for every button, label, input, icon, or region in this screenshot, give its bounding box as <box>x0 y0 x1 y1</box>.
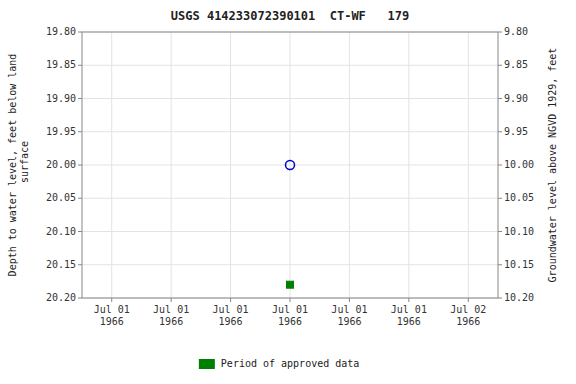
tick-label: 20.00 <box>46 159 76 170</box>
tick-label: 10.00 <box>504 159 534 170</box>
grid-line <box>230 32 231 298</box>
tick-label: 10.05 <box>504 192 534 203</box>
tick <box>498 32 502 33</box>
tick <box>78 231 82 232</box>
tick-label: Jul 021966 <box>450 304 486 327</box>
tick-label: 20.05 <box>46 192 76 203</box>
grid-line <box>408 32 409 298</box>
tick-label: 10.15 <box>504 259 534 270</box>
plot-area <box>82 32 498 298</box>
tick <box>498 98 502 99</box>
tick-label-line: Jul 01 <box>272 304 308 315</box>
tick <box>408 298 409 302</box>
tick-label: Jul 011966 <box>94 304 130 327</box>
tick-label: 19.85 <box>46 59 76 70</box>
tick <box>111 298 112 302</box>
tick-label: 19.95 <box>46 126 76 137</box>
tick-label: 20.10 <box>46 226 76 237</box>
marks <box>286 161 295 289</box>
tick-label-line: 1966 <box>159 316 183 327</box>
tick-label-line: Jul 01 <box>391 304 427 315</box>
tick-label-line: Jul 01 <box>331 304 367 315</box>
axis-label: Depth to water level, feet below land su… <box>7 54 30 277</box>
legend-label: Period of approved data <box>221 358 359 369</box>
tick-label: Jul 011966 <box>272 304 308 327</box>
tick <box>78 165 82 166</box>
tick <box>498 264 502 265</box>
tick-label-line: 1966 <box>278 316 302 327</box>
tick-label: 20.15 <box>46 259 76 270</box>
tick-label: Jul 011966 <box>153 304 189 327</box>
axis-label-line: Depth to water level, feet below land <box>7 54 18 277</box>
tick-label-line: 1966 <box>100 316 124 327</box>
grid-line <box>171 32 172 298</box>
tick-label-line: Jul 02 <box>450 304 486 315</box>
legend: Period of approved data <box>199 358 359 369</box>
tick-label: 20.20 <box>46 292 76 303</box>
grid-line <box>290 32 291 298</box>
tick-label: 19.90 <box>46 93 76 104</box>
grid-line <box>111 32 112 298</box>
tick <box>78 198 82 199</box>
tick-label-line: Jul 01 <box>213 304 249 315</box>
tick <box>468 298 469 302</box>
tick-label: 19.80 <box>46 26 76 37</box>
tick <box>78 65 82 66</box>
tick <box>498 65 502 66</box>
tick <box>290 298 291 302</box>
tick-label-line: 1966 <box>219 316 243 327</box>
point <box>286 161 295 170</box>
page: {"chart_data": { "type": "scatter", "tit… <box>0 0 576 384</box>
tick-label-line: Jul 01 <box>153 304 189 315</box>
chart: 19.80 19.85 19.90 19.95 20.00 20.05 20.10 20.15… <box>0 0 576 384</box>
legend-swatch <box>199 359 215 369</box>
tick-label: Jul 011966 <box>213 304 249 327</box>
title: USGS 414233072390101 CT-WF 179 <box>171 9 409 23</box>
tick <box>498 298 502 299</box>
tick <box>78 98 82 99</box>
grid-line <box>349 32 350 298</box>
tick <box>78 32 82 33</box>
tick-label: 9.95 <box>504 126 528 137</box>
tick <box>171 298 172 302</box>
tick <box>78 298 82 299</box>
tick <box>498 131 502 132</box>
tick <box>349 298 350 302</box>
tick-label: 9.80 <box>504 26 528 37</box>
tick-label: 9.90 <box>504 93 528 104</box>
tick-label: Jul 011966 <box>391 304 427 327</box>
tick-label-line: 1966 <box>337 316 361 327</box>
grid <box>82 32 498 298</box>
grid-line <box>468 32 469 298</box>
tick-label: 10.10 <box>504 226 534 237</box>
axis-label-line: surface <box>19 141 30 189</box>
tick-label-line: 1966 <box>456 316 480 327</box>
tick <box>78 264 82 265</box>
tick <box>498 198 502 199</box>
tick-label-line: Jul 01 <box>94 304 130 315</box>
tick <box>78 131 82 132</box>
plot-frame <box>82 32 498 298</box>
tick-label: Jul 011966 <box>331 304 367 327</box>
tick <box>498 165 502 166</box>
tick-label: 10.20 <box>504 292 534 303</box>
tick <box>498 231 502 232</box>
tick-label-line: 1966 <box>397 316 421 327</box>
tick <box>230 298 231 302</box>
axis-label: Groundwater level above NGVD 1929, feet <box>547 48 558 283</box>
tick-label: 9.85 <box>504 59 528 70</box>
point <box>287 281 294 288</box>
